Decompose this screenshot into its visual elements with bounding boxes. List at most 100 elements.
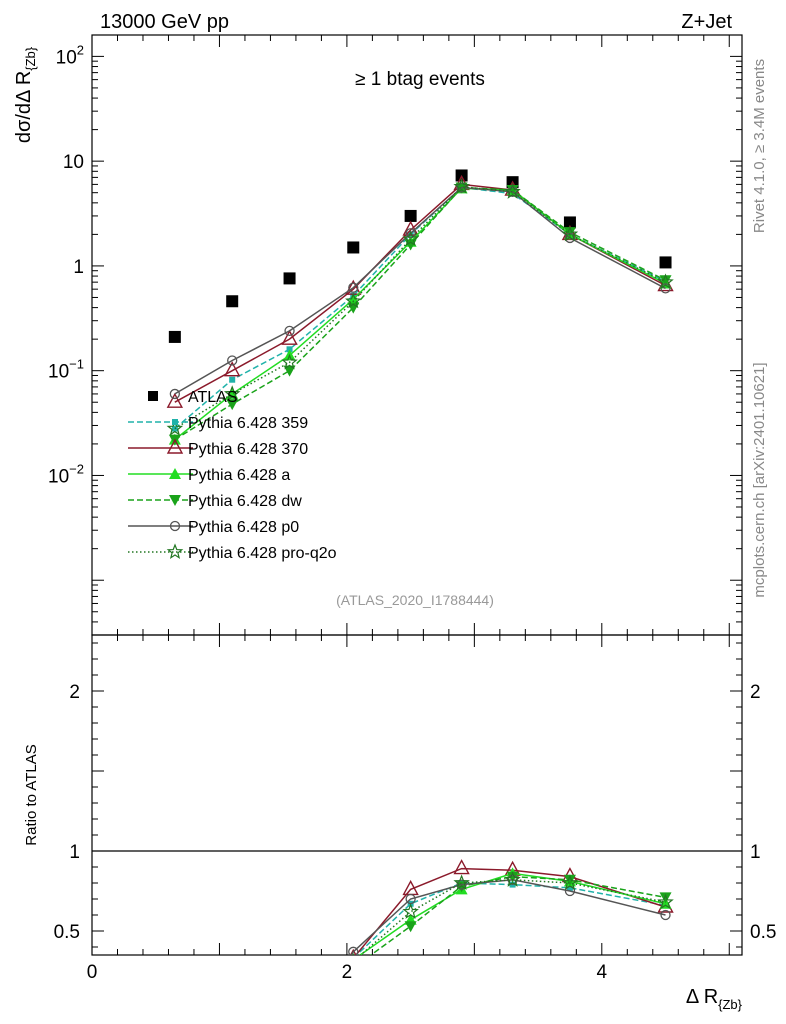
data-point <box>563 227 576 239</box>
data-point <box>169 495 181 506</box>
data-point <box>561 874 579 891</box>
legend-item: Pythia 6.428 359 <box>128 415 308 432</box>
ratio-series-layer <box>348 859 674 961</box>
data-point <box>172 419 178 425</box>
ratio-y-tick-label-right: 2 <box>750 682 761 703</box>
ratio-series-pythia-6-428-359 <box>350 880 669 961</box>
data-point <box>166 438 184 454</box>
mcplots-label: mcplots.cern.ch [arXiv:2401.10621] <box>751 362 768 597</box>
data-point <box>405 228 416 239</box>
data-point <box>224 361 241 377</box>
main-y-tick-label-exp: −1 <box>69 357 84 372</box>
data-point <box>402 903 419 919</box>
data-point <box>223 385 241 401</box>
main-y-tick-label-base: 10 <box>48 466 69 487</box>
ratio-panel-frame <box>91 634 743 956</box>
data-point <box>563 216 576 229</box>
data-point <box>456 182 467 193</box>
series-pythia-6-428-370 <box>166 174 674 408</box>
data-point <box>226 399 239 411</box>
ratio-line <box>359 879 666 955</box>
main-y-tick-label-base: 10 <box>56 47 77 68</box>
data-point <box>350 955 356 961</box>
main-y-tick-label-exp: 2 <box>77 42 84 57</box>
legend-label: Pythia 6.428 370 <box>188 441 308 458</box>
data-point <box>657 273 674 290</box>
main-y-tick-label-exp: −2 <box>69 461 84 476</box>
data-point <box>169 520 181 532</box>
data-point <box>456 879 467 890</box>
ratio-line <box>369 875 666 955</box>
ratio-series-pythia-6-428-a <box>352 867 672 955</box>
data-point <box>281 353 298 370</box>
data-point <box>229 376 236 383</box>
data-point <box>281 329 298 345</box>
data-point <box>284 325 295 337</box>
ratio-y-tick-label: 1 <box>69 842 80 863</box>
ratio-y-tick-label-right: 0.5 <box>750 922 776 943</box>
main-y-tick-label: 10 <box>63 152 84 173</box>
data-point <box>347 302 360 314</box>
ratio-series-pythia-6-428-p0 <box>348 874 671 955</box>
legend-label: Pythia 6.428 a <box>188 467 290 484</box>
main-y-tick-label-base: 1 <box>73 257 84 278</box>
data-point <box>168 330 181 343</box>
main-y-axis-label-sub: {Zb} <box>23 46 38 71</box>
main-y-tick-label: 10−1 <box>48 357 84 383</box>
data-point <box>348 282 359 293</box>
legend-label: ATLAS <box>188 389 238 406</box>
data-point <box>563 874 576 886</box>
ratio-series-pythia-6-428-pro-q2o <box>352 871 674 955</box>
header-process-label: Z+Jet <box>681 11 732 33</box>
data-point <box>166 392 184 408</box>
main-y-axis-label: dσ/dΔ R{Zb} <box>13 46 38 143</box>
data-point <box>402 220 419 236</box>
ratio-line <box>355 882 666 955</box>
data-point <box>166 419 184 436</box>
series-atlas <box>168 169 672 343</box>
data-point <box>566 884 573 891</box>
data-point <box>404 921 417 933</box>
main-y-tick-label: 102 <box>56 42 84 68</box>
series-pythia-6-428-pro-q2o <box>166 178 674 436</box>
data-point <box>659 256 672 269</box>
x-axis-label: Δ R{Zb} <box>686 986 743 1012</box>
series-line <box>174 185 666 430</box>
legend-label: Pythia 6.428 pro-q2o <box>188 545 337 562</box>
data-point <box>169 468 181 479</box>
data-point <box>660 909 671 921</box>
data-point <box>453 859 470 875</box>
legend-label: Pythia 6.428 dw <box>188 493 302 510</box>
ratio-y-tick-label: 2 <box>69 682 80 703</box>
legend-item: ATLAS <box>148 389 238 406</box>
data-point <box>226 295 239 308</box>
main-y-tick-label-base: 10 <box>48 362 69 383</box>
data-point <box>286 346 293 353</box>
data-point <box>659 275 672 287</box>
main-series-layer <box>166 169 674 446</box>
legend-item: Pythia 6.428 dw <box>128 493 302 510</box>
data-point <box>169 388 180 400</box>
ratio-line <box>354 867 666 955</box>
x-tick-label: 0 <box>87 962 98 983</box>
data-point <box>348 946 359 955</box>
data-point <box>402 230 419 247</box>
data-point <box>283 272 296 285</box>
data-point <box>166 543 184 560</box>
legend-label: Pythia 6.428 p0 <box>188 519 299 536</box>
x-tick-label: 2 <box>342 962 353 983</box>
data-point <box>504 183 521 199</box>
series-line <box>174 186 666 395</box>
data-point <box>504 871 521 887</box>
ratio-y-tick-label-right: 1 <box>750 842 761 863</box>
legend-item: Pythia 6.428 p0 <box>128 519 299 536</box>
x-axis-label-sub: {Zb} <box>718 997 743 1012</box>
data-point <box>283 365 296 377</box>
data-point <box>404 209 417 222</box>
legend: ATLAS Pythia 6.428 359 Pythia 6.428 370 Pyt… <box>128 389 337 562</box>
data-point <box>561 225 579 242</box>
data-point <box>506 871 519 883</box>
legend-label: Pythia 6.428 359 <box>188 415 308 432</box>
data-point <box>347 241 360 254</box>
